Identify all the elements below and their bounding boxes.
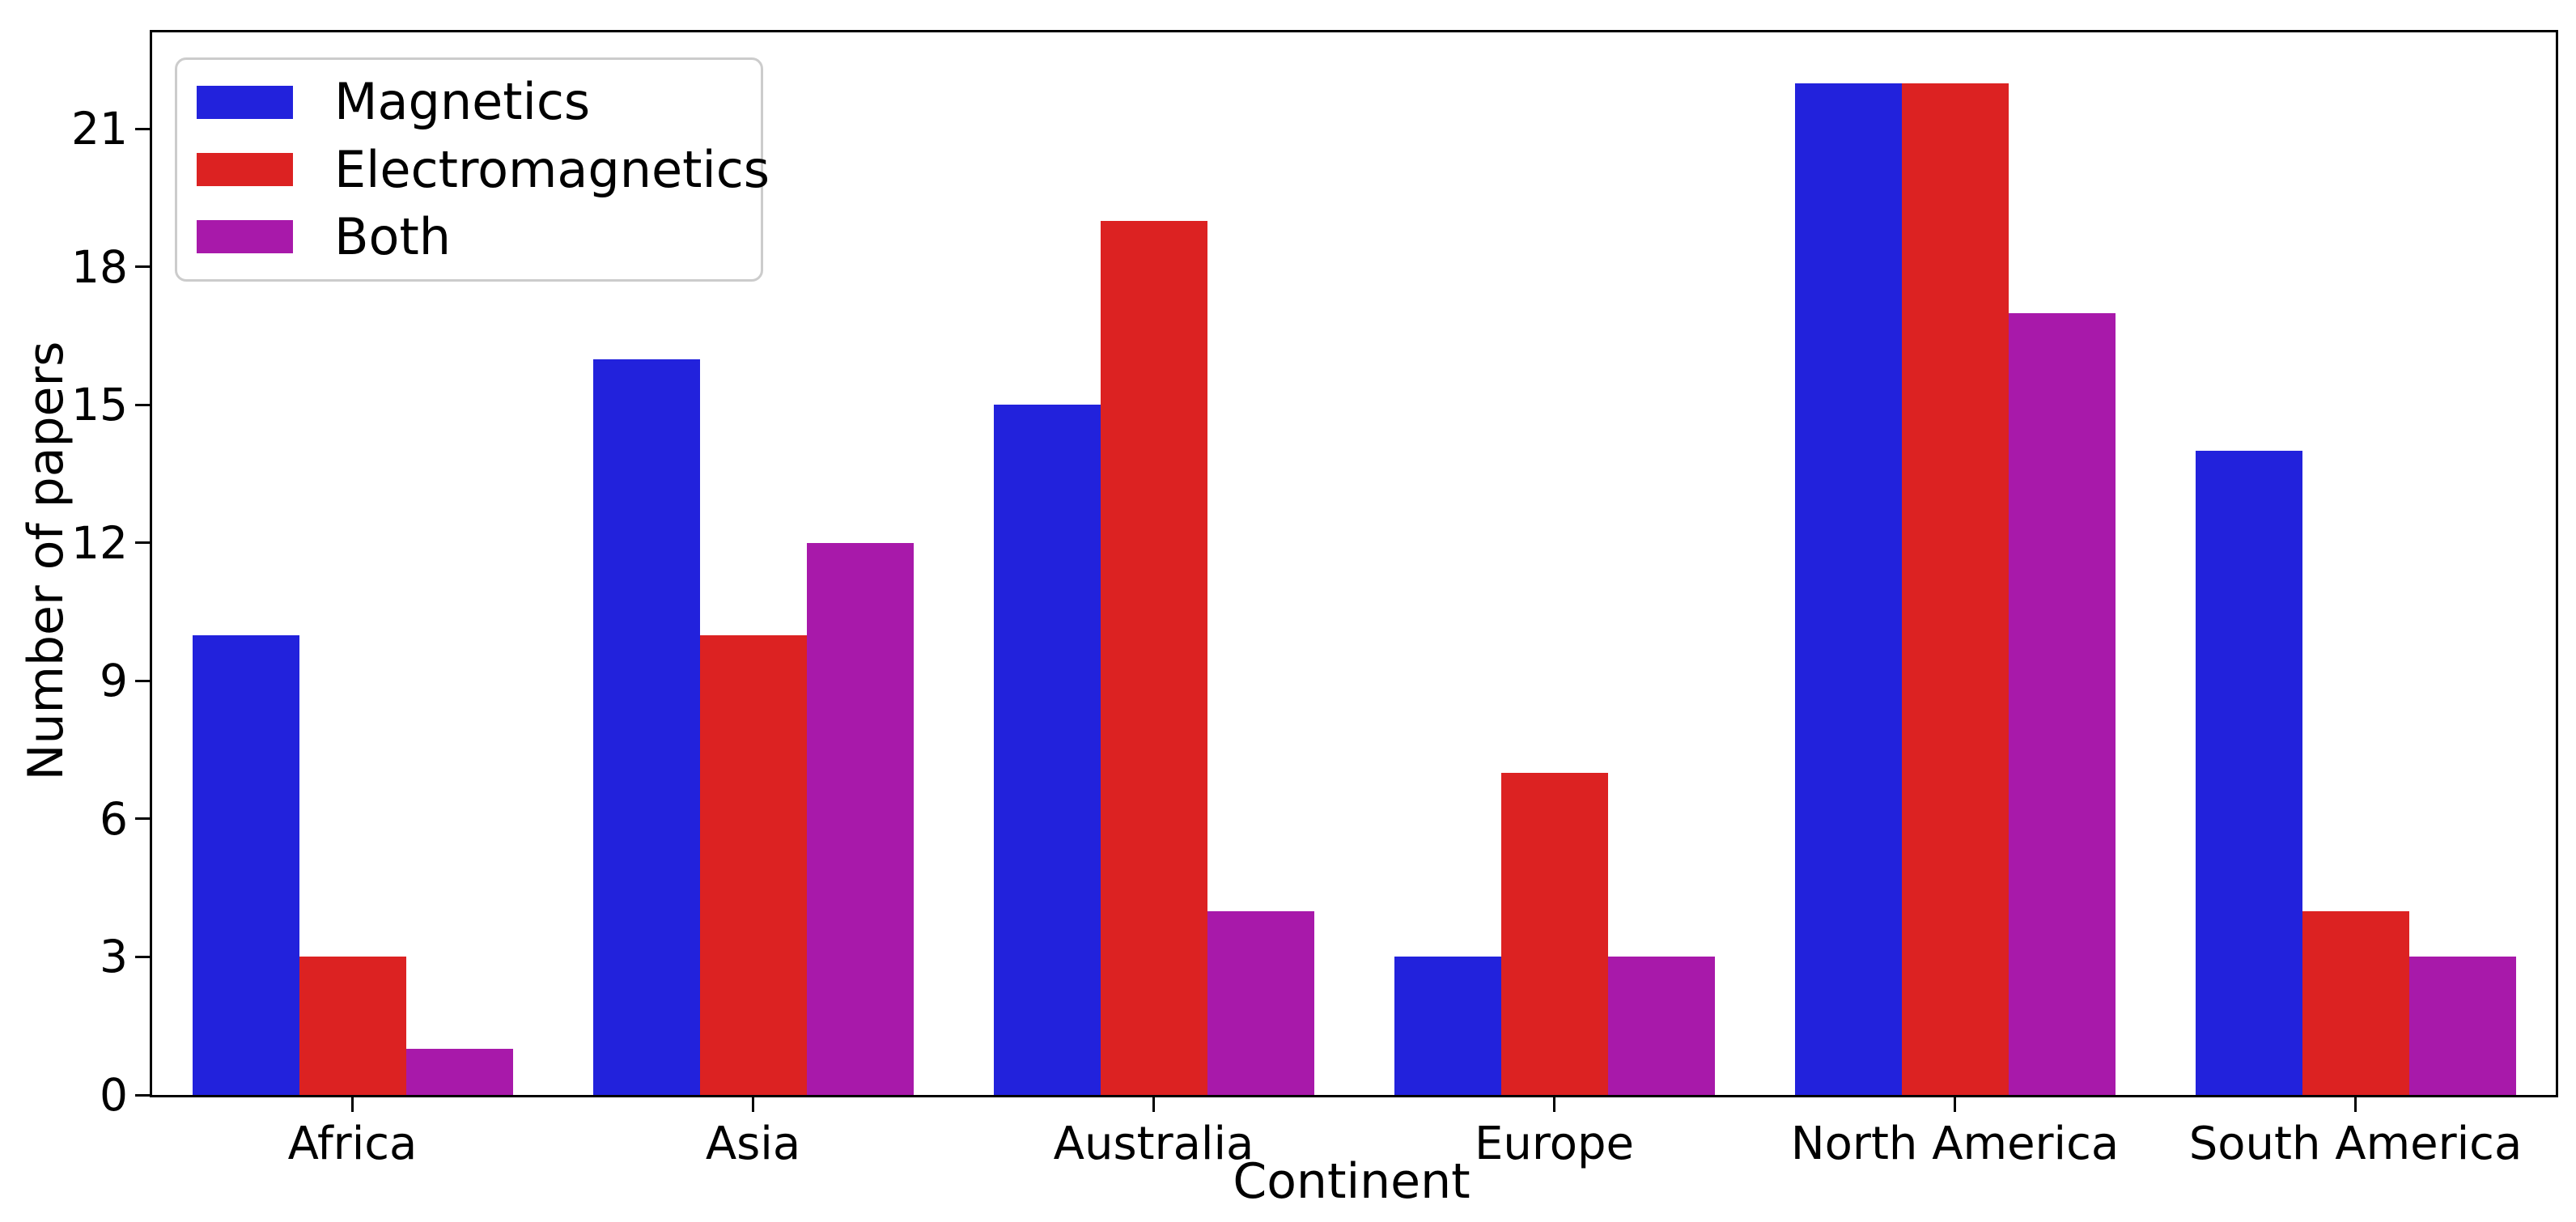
x-tick-label-north-america: North America: [1790, 1118, 2120, 1170]
x-tick-mark: [2354, 1097, 2357, 1112]
x-tick-mark: [752, 1097, 754, 1112]
bar-australia-electromagnetics: [1100, 221, 1207, 1095]
bar-south-america-both: [2408, 957, 2516, 1095]
bar-asia-magnetics: [592, 359, 700, 1095]
bar-africa-magnetics: [192, 634, 299, 1095]
y-tick-mark: [135, 1093, 150, 1097]
legend-swatch-both: [197, 220, 293, 254]
bar-north-america-electromagnetics: [1901, 83, 2009, 1095]
bar-africa-both: [405, 1049, 513, 1095]
bar-asia-both: [806, 542, 914, 1095]
y-tick-mark: [135, 265, 150, 269]
y-tick-mark: [135, 955, 150, 958]
bar-north-america-both: [2008, 312, 2116, 1095]
bar-europe-electromagnetics: [1500, 773, 1608, 1095]
x-axis-label: Continent: [1233, 1153, 1470, 1210]
x-tick-mark: [351, 1097, 354, 1112]
x-tick-label-south-america: South America: [2188, 1118, 2523, 1170]
bar-europe-magnetics: [1394, 957, 1501, 1095]
y-tick-label: 15: [71, 379, 128, 431]
x-tick-mark: [1553, 1097, 1555, 1112]
bar-north-america-magnetics: [1794, 83, 1902, 1095]
y-tick-label: 21: [71, 103, 128, 155]
plot-area: 0 3 6 9 12 15 18 21 Africa Asia Australia Europe No…: [71, 30, 2558, 1170]
bar-africa-electromagnetics: [299, 957, 406, 1095]
legend-label-electromagnetics: Electromagnetics: [334, 139, 770, 199]
legend-label-magnetics: Magnetics: [334, 72, 591, 132]
y-tick-label: 18: [71, 240, 128, 293]
x-tick-label-africa: Africa: [287, 1118, 418, 1170]
y-tick-mark: [135, 127, 150, 130]
x-tick-label-australia: Australia: [1053, 1118, 1254, 1170]
bar-australia-magnetics: [993, 405, 1101, 1095]
bar-europe-both: [1607, 957, 1715, 1095]
y-tick-label: 6: [100, 792, 128, 845]
legend-label-both: Both: [334, 206, 452, 266]
y-tick-label: 3: [100, 931, 128, 983]
bar-south-america-electromagnetics: [2302, 910, 2409, 1095]
y-tick-label: 9: [100, 655, 128, 707]
legend-row: Electromagnetics: [197, 144, 770, 195]
y-tick-mark: [135, 541, 150, 545]
x-tick-label-europe: Europe: [1475, 1118, 1634, 1170]
legend-swatch-magnetics: [197, 85, 293, 119]
x-tick-label-asia: Asia: [705, 1118, 801, 1170]
legend-row: Both: [197, 206, 761, 266]
legend-row: Magnetics: [197, 77, 761, 127]
x-tick-mark: [1954, 1097, 1956, 1112]
bar-asia-electromagnetics: [699, 634, 807, 1095]
x-tick-mark: [1152, 1097, 1155, 1112]
y-tick-mark: [135, 679, 150, 682]
bar-south-america-magnetics: [2195, 451, 2302, 1095]
y-tick-label: 0: [100, 1069, 128, 1121]
legend: Magnetics Electromagnetics Both: [175, 57, 770, 282]
y-tick-mark: [135, 817, 150, 821]
y-tick-mark: [135, 403, 150, 406]
bar-australia-both: [1207, 910, 1314, 1095]
y-tick-label: 12: [71, 516, 128, 569]
legend-swatch-electromagnetics: [197, 153, 293, 186]
